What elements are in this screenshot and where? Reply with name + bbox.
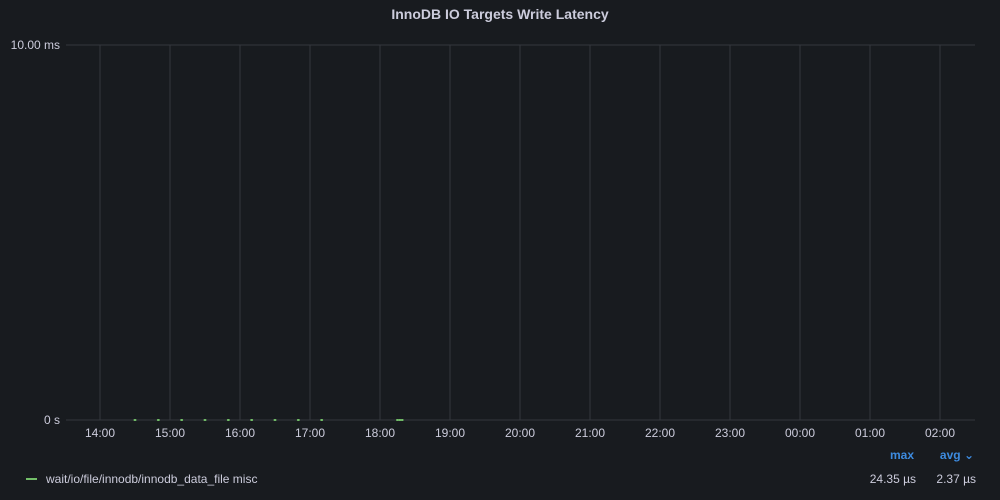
legend-max-header[interactable]: max	[889, 448, 914, 462]
legend-row[interactable]: wait/io/file/innodb/innodb_data_file mis…	[26, 471, 976, 487]
data-point	[133, 419, 137, 421]
data-point	[398, 419, 402, 421]
data-point	[273, 419, 277, 421]
y-tick-label: 0 s	[44, 413, 60, 427]
y-tick-label: 10.00 ms	[11, 38, 60, 52]
chart-area: 0 s 10.00 ms 14:00 15:00 16:00 17:00 18:00 19:…	[11, 38, 975, 440]
x-tick-label: 20:00	[505, 426, 535, 440]
panel-title[interactable]: InnoDB IO Targets Write Latency	[391, 6, 609, 22]
legend-series-name[interactable]: wait/io/file/innodb/innodb_data_file mis…	[46, 472, 258, 486]
x-tick-label: 00:00	[785, 426, 815, 440]
legend-header: max avg	[854, 448, 974, 462]
data-point	[296, 419, 300, 421]
series-layer	[133, 419, 404, 421]
x-tick-label: 22:00	[645, 426, 675, 440]
grid	[66, 44, 975, 421]
x-tick-label: 17:00	[295, 426, 325, 440]
x-tick-label: 23:00	[715, 426, 745, 440]
data-point	[320, 419, 324, 421]
x-tick-label: 02:00	[925, 426, 955, 440]
x-tick-label: 14:00	[85, 426, 115, 440]
x-tick-label: 01:00	[855, 426, 885, 440]
x-tick-label: 16:00	[225, 426, 255, 440]
data-point	[203, 419, 207, 421]
x-axis: 14:00 15:00 16:00 17:00 18:00 19:00 20:00 21:00…	[85, 426, 955, 440]
legend-swatch	[26, 478, 37, 480]
data-point	[400, 419, 404, 421]
data-point	[396, 419, 399, 421]
legend-max-value: 24.35 µs	[869, 472, 916, 486]
x-tick-label: 19:00	[435, 426, 465, 440]
data-point	[156, 419, 160, 421]
data-point	[180, 419, 184, 421]
data-point	[226, 419, 230, 421]
x-tick-label: 21:00	[575, 426, 605, 440]
legend-avg-header[interactable]: avg	[914, 448, 974, 462]
y-axis: 0 s 10.00 ms	[11, 38, 60, 427]
x-tick-label: 15:00	[155, 426, 185, 440]
legend-avg-value: 2.37 µs	[936, 472, 976, 486]
x-tick-label: 18:00	[365, 426, 395, 440]
data-point	[250, 419, 254, 421]
